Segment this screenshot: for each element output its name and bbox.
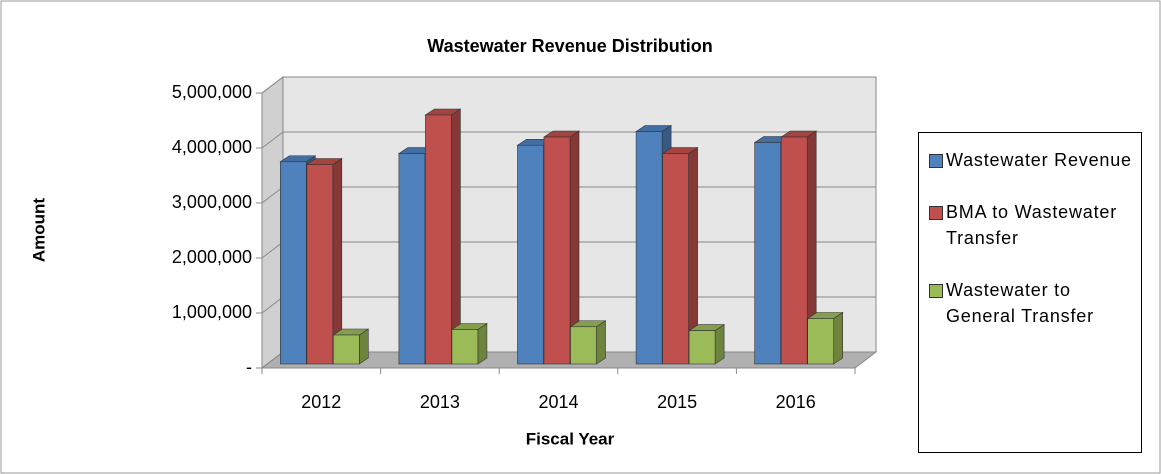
x-tick-label: 2015 (657, 392, 697, 412)
legend-label: BMA to Wastewater Transfer (946, 202, 1117, 248)
legend-entry: Wastewater Revenue (929, 147, 1141, 173)
x-tick-label: 2012 (301, 392, 341, 412)
bar (425, 114, 452, 365)
bar (279, 161, 307, 365)
bar (662, 153, 689, 365)
bar (635, 131, 663, 365)
bar-side (477, 322, 488, 365)
bar (543, 136, 571, 365)
x-axis-label: Fiscal Year (526, 429, 615, 448)
bar (780, 136, 808, 365)
legend: Wastewater Revenue BMA to Wastewater Tran… (918, 132, 1142, 453)
side-wall (261, 75, 284, 370)
y-tick-label: 2,000,000 (172, 247, 252, 267)
legend-swatch (929, 154, 943, 168)
y-axis-label: Amount (29, 198, 48, 263)
bar-side (714, 324, 725, 365)
y-tick-label: - (246, 357, 252, 377)
y-tick-label: 1,000,000 (172, 302, 252, 322)
legend-swatch (929, 284, 943, 298)
bar (807, 318, 835, 365)
bar (332, 334, 360, 365)
x-tick-label: 2013 (420, 392, 460, 412)
legend-entry: BMA to Wastewater Transfer (929, 199, 1141, 251)
bar-side (596, 320, 606, 365)
bar (688, 330, 716, 365)
grid-line-side (261, 351, 284, 369)
bar (306, 164, 334, 365)
grid-line-side (261, 186, 284, 204)
grid-line-side (261, 241, 284, 259)
bar-side (833, 311, 844, 365)
legend-label: Wastewater to General Transfer (946, 280, 1094, 326)
bar (570, 326, 597, 365)
bar (517, 144, 544, 365)
bar (398, 153, 426, 365)
legend-swatch (929, 206, 943, 220)
y-tick-label: 5,000,000 (172, 82, 252, 102)
bar (754, 142, 782, 365)
legend-label: Wastewater Revenue (946, 150, 1132, 170)
bar (451, 329, 479, 365)
chart-title: Wastewater Revenue Distribution (427, 36, 712, 56)
x-tick-label: 2016 (776, 392, 816, 412)
x-tick-label: 2014 (538, 392, 578, 412)
grid-line-side (261, 131, 284, 149)
y-tick-label: 4,000,000 (172, 137, 252, 157)
legend-entry: Wastewater to General Transfer (929, 277, 1141, 329)
grid-line-side (261, 296, 284, 314)
y-tick-label: 3,000,000 (172, 192, 252, 212)
grid-line-side (261, 76, 284, 94)
